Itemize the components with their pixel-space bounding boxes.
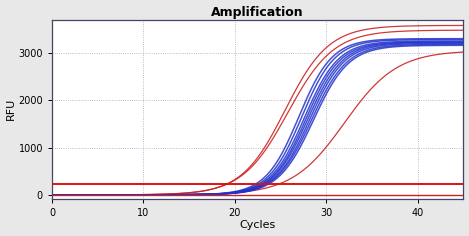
X-axis label: Cycles: Cycles — [240, 220, 276, 230]
Title: Amplification: Amplification — [212, 6, 304, 19]
Y-axis label: RFU: RFU — [6, 98, 15, 120]
